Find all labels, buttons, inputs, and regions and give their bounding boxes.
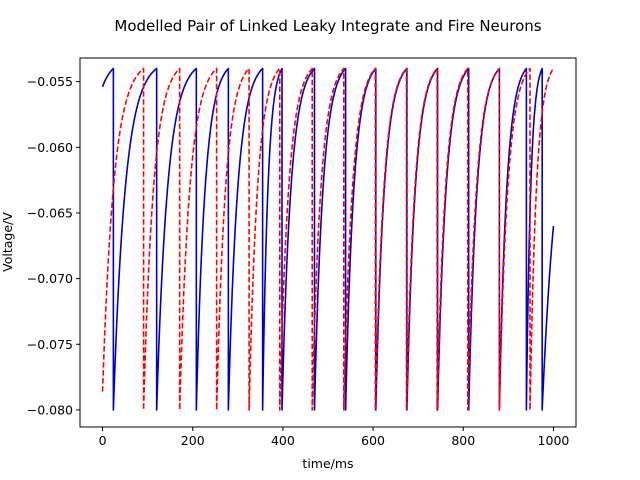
chart-title: Modelled Pair of Linked Leaky Integrate … xyxy=(114,17,541,35)
x-tick-label: 0 xyxy=(99,433,107,448)
series-line-2 xyxy=(101,67,555,411)
x-tick-label: 600 xyxy=(361,433,385,448)
x-tick-label: 200 xyxy=(181,433,205,448)
x-tick-label: 800 xyxy=(451,433,475,448)
plot-lines xyxy=(101,67,555,411)
x-tick-label: 400 xyxy=(271,433,295,448)
y-tick-label: −0.080 xyxy=(27,402,73,417)
x-axis: 0 200 400 600 800 1000 xyxy=(99,427,570,448)
y-tick-label: −0.060 xyxy=(27,140,73,155)
y-axis: −0.080 −0.075 −0.070 −0.065 −0.060 −0.055 xyxy=(27,74,80,417)
x-axis-label: time/ms xyxy=(302,456,353,471)
y-tick-label: −0.075 xyxy=(27,337,73,352)
y-tick-label: −0.055 xyxy=(27,74,73,89)
x-tick-label: 1000 xyxy=(538,433,570,448)
y-axis-label: Voltage/V xyxy=(0,212,15,272)
y-tick-label: −0.070 xyxy=(27,271,73,286)
y-tick-label: −0.065 xyxy=(27,205,73,220)
series-line-1 xyxy=(101,67,555,411)
plot-frame xyxy=(79,57,577,428)
